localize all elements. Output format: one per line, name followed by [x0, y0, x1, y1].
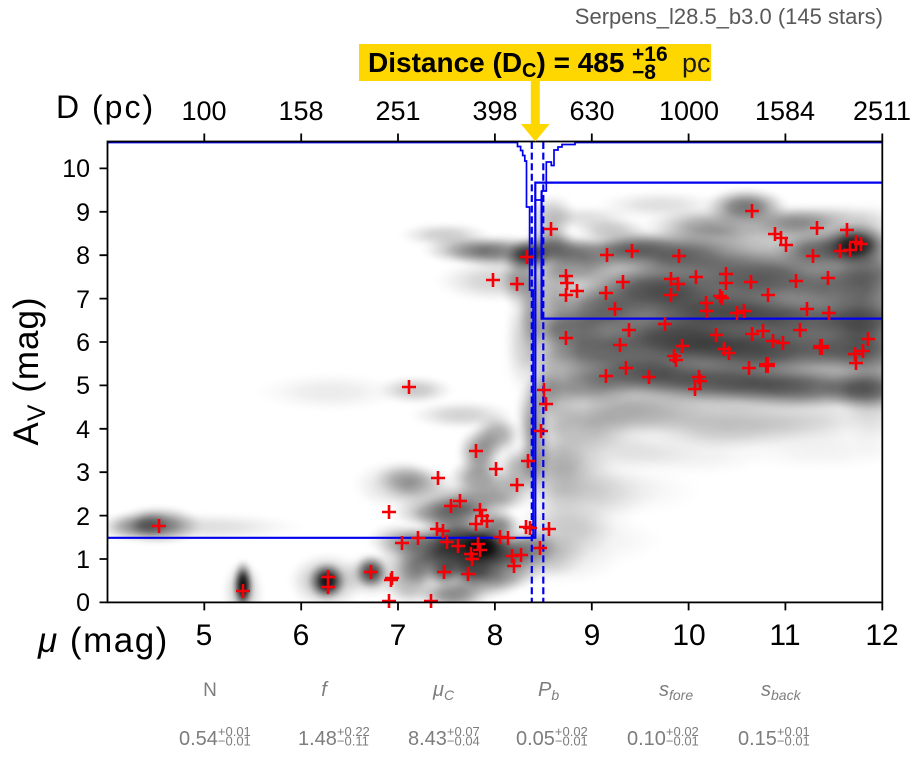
svg-text:12: 12: [865, 619, 898, 652]
svg-text:+0.01: +0.01: [777, 724, 810, 739]
svg-text:−0.01: −0.01: [555, 734, 588, 749]
svg-text:2: 2: [76, 503, 90, 531]
svg-text:2511: 2511: [853, 96, 911, 126]
svg-text:D (pc): D (pc): [56, 89, 155, 125]
svg-text:f: f: [321, 679, 329, 701]
svg-text:Serpens_l28.5_b3.0 (145 stars): Serpens_l28.5_b3.0 (145 stars): [575, 4, 883, 29]
svg-text:5: 5: [196, 619, 213, 652]
svg-text:251: 251: [375, 96, 420, 126]
svg-text:AV (mag): AV (mag): [7, 296, 51, 445]
svg-text:630: 630: [569, 96, 614, 126]
svg-text:10: 10: [672, 619, 705, 652]
svg-text:pc: pc: [682, 48, 711, 78]
svg-text:8.43: 8.43: [408, 728, 447, 750]
svg-text:3: 3: [76, 459, 90, 487]
svg-text:4: 4: [76, 416, 90, 444]
svg-text:5: 5: [76, 372, 90, 400]
svg-text:0.05: 0.05: [516, 728, 555, 750]
svg-text:8: 8: [76, 242, 90, 270]
svg-text:+0.02: +0.02: [666, 724, 699, 739]
svg-text:0.10: 0.10: [627, 728, 666, 750]
svg-text:1: 1: [76, 546, 90, 574]
svg-text:11: 11: [769, 619, 800, 652]
svg-text:Distance (DC) = 485: Distance (DC) = 485: [368, 47, 624, 82]
svg-text:0.54: 0.54: [179, 728, 218, 750]
svg-text:+0.22: +0.22: [337, 724, 370, 739]
svg-text:1584: 1584: [755, 96, 815, 126]
svg-text:1.48: 1.48: [298, 728, 337, 750]
svg-text:10: 10: [62, 155, 90, 183]
svg-text:−8: −8: [632, 61, 656, 84]
svg-text:μ (mag): μ (mag): [37, 621, 169, 660]
svg-text:7: 7: [76, 286, 90, 314]
svg-text:100: 100: [181, 96, 226, 126]
svg-text:+0.02: +0.02: [555, 724, 588, 739]
svg-text:7: 7: [390, 619, 407, 652]
svg-text:−0.11: −0.11: [337, 734, 369, 749]
svg-text:9: 9: [584, 619, 601, 652]
svg-text:0.15: 0.15: [738, 728, 777, 750]
svg-text:−0.01: −0.01: [666, 734, 699, 749]
svg-text:0: 0: [76, 589, 90, 617]
svg-text:6: 6: [76, 329, 90, 357]
svg-text:8: 8: [487, 619, 504, 652]
svg-text:−0.01: −0.01: [218, 734, 251, 749]
svg-text:9: 9: [76, 199, 90, 227]
svg-text:158: 158: [278, 96, 323, 126]
svg-text:−0.04: −0.04: [447, 734, 480, 749]
svg-text:+0.07: +0.07: [447, 724, 480, 739]
svg-text:−0.01: −0.01: [777, 734, 810, 749]
svg-text:N: N: [203, 680, 217, 701]
svg-text:+16: +16: [632, 43, 668, 66]
svg-text:1000: 1000: [659, 96, 719, 126]
svg-text:398: 398: [472, 96, 517, 126]
svg-text:6: 6: [293, 619, 310, 652]
svg-text:+0.01: +0.01: [218, 724, 251, 739]
